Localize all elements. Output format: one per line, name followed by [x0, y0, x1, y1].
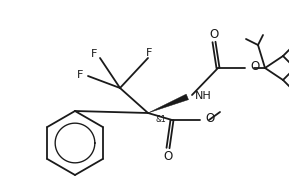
- Text: O: O: [205, 112, 214, 124]
- Text: O: O: [250, 59, 259, 73]
- Text: O: O: [209, 27, 218, 41]
- Text: &1: &1: [156, 115, 167, 124]
- Text: O: O: [163, 150, 173, 162]
- Text: F: F: [146, 48, 152, 58]
- Text: F: F: [77, 70, 83, 80]
- Text: F: F: [91, 49, 97, 59]
- Polygon shape: [148, 94, 188, 113]
- Text: NH: NH: [194, 91, 211, 101]
